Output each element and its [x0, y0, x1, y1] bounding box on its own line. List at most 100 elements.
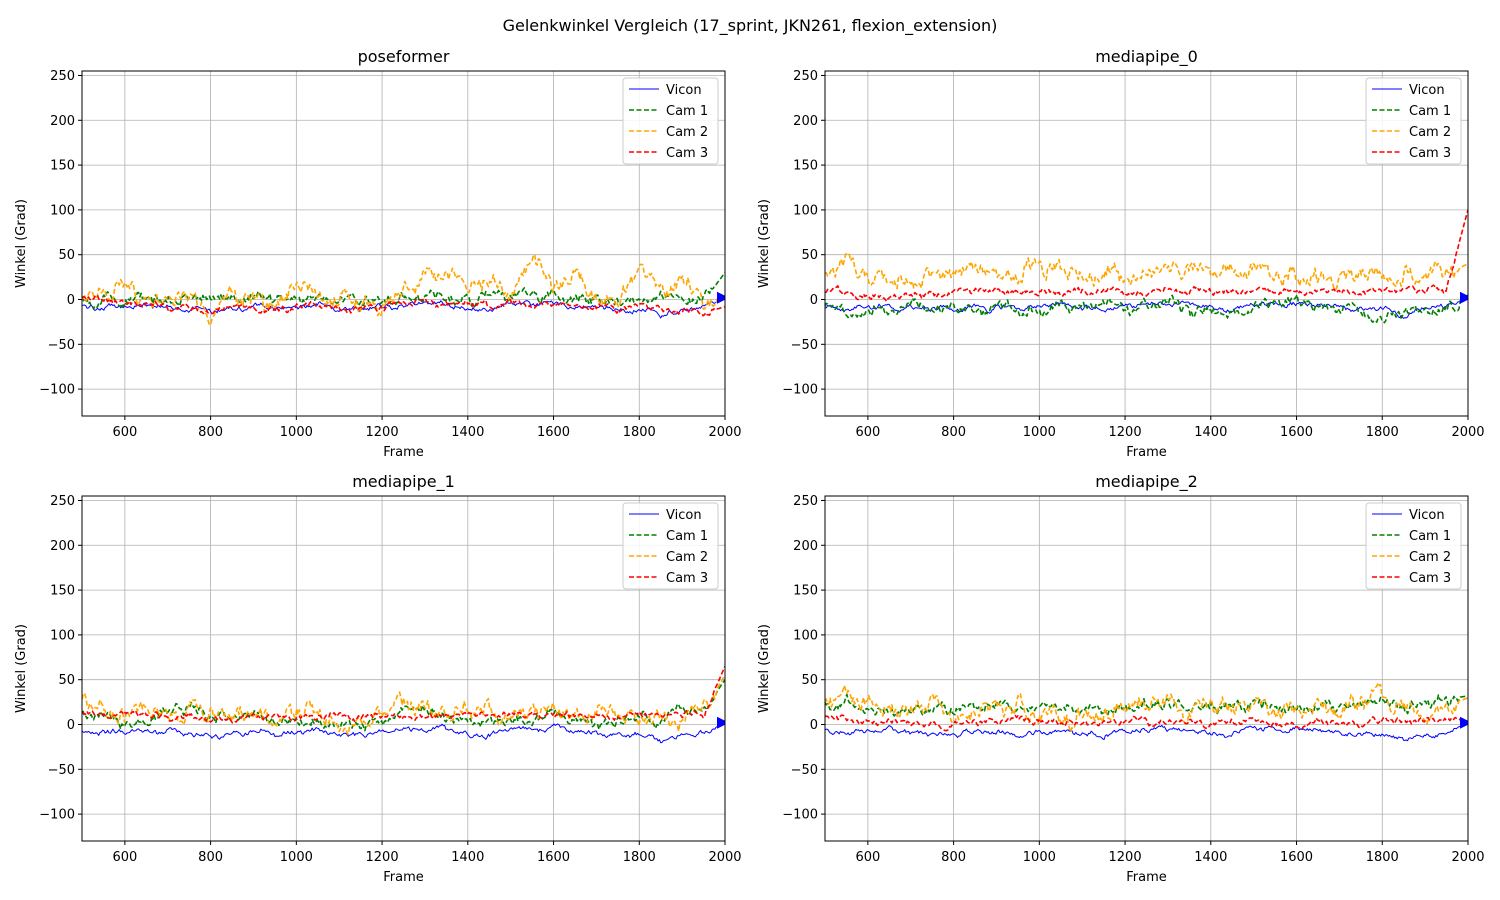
end-marker: [717, 716, 725, 729]
x-axis-label: Frame: [1126, 445, 1167, 460]
legend-entry: Vicon: [666, 83, 702, 98]
series-line-vicon: [82, 722, 725, 744]
legend-entry: Cam 2: [1409, 125, 1451, 140]
series-line-cam-2: [825, 251, 1468, 291]
y-tick-label: 0: [810, 293, 818, 308]
x-tick-label: 600: [855, 425, 880, 440]
legend-entry: Cam 2: [666, 550, 708, 565]
x-tick-label: 2000: [1451, 425, 1484, 440]
y-tick-label: 250: [50, 494, 75, 509]
legend-entry: Cam 3: [666, 571, 708, 586]
y-tick-label: 0: [67, 718, 75, 733]
subplot-poseformer: 600 800 1000 1200 1400 1600 1800 2000 −100 −50 0 50…: [14, 47, 742, 460]
subplot-mediapipe_1: 600 800 1000 1200 1400 1600 1800 2000 −100 −50 0 50…: [14, 472, 742, 885]
series-line-cam-3: [82, 665, 725, 724]
axes-frame: [824, 495, 1469, 842]
y-tick-label: −100: [39, 808, 75, 823]
legend-box: [622, 77, 719, 165]
y-tick-label: 50: [58, 248, 75, 263]
series-line-vicon: [82, 297, 725, 319]
end-marker: [1460, 716, 1468, 729]
x-tick-label: 1200: [1109, 425, 1142, 440]
subplot-title: poseformer: [358, 47, 450, 66]
x-axis-label: Frame: [1126, 870, 1167, 885]
series-line-cam-2: [825, 681, 1468, 733]
x-axis-label: Frame: [383, 870, 424, 885]
legend-entry: Cam 1: [666, 104, 708, 119]
axes-frame: [824, 70, 1469, 417]
series-line-cam-3: [825, 209, 1468, 303]
series-line-cam-3: [825, 714, 1468, 732]
subplot-title: mediapipe_1: [352, 472, 455, 492]
series-line-cam-3: [82, 294, 725, 317]
x-tick-label: 1200: [366, 425, 399, 440]
y-tick-label: −100: [39, 383, 75, 398]
end-marker: [1460, 291, 1468, 304]
x-axis-label: Frame: [383, 445, 424, 460]
end-marker: [717, 291, 725, 304]
subplot-title: mediapipe_2: [1095, 472, 1198, 492]
y-tick-label: −50: [48, 338, 75, 353]
y-axis-label: Winkel (Grad): [14, 199, 29, 288]
y-axis-label: Winkel (Grad): [757, 624, 772, 713]
legend-entry: Cam 1: [666, 529, 708, 544]
series-line-cam-1: [825, 693, 1468, 717]
y-tick-label: 250: [793, 494, 818, 509]
series-line-vicon: [825, 297, 1468, 319]
series-line-cam-1: [82, 272, 725, 310]
legend-entry: Vicon: [1409, 83, 1445, 98]
x-tick-label: 1000: [280, 425, 313, 440]
x-tick-label: 1600: [1280, 425, 1313, 440]
y-tick-label: 150: [50, 159, 75, 174]
x-tick-label: 2000: [708, 850, 741, 865]
x-tick-label: 1400: [1194, 850, 1227, 865]
x-tick-label: 2000: [708, 425, 741, 440]
x-tick-label: 800: [198, 850, 223, 865]
x-tick-label: 1800: [623, 850, 656, 865]
x-tick-label: 1000: [1023, 850, 1056, 865]
x-tick-label: 1400: [451, 850, 484, 865]
x-tick-label: 600: [112, 850, 137, 865]
legend-entry: Cam 3: [1409, 571, 1451, 586]
x-tick-label: 800: [941, 850, 966, 865]
legend-entry: Cam 1: [1409, 104, 1451, 119]
y-tick-label: 200: [50, 114, 75, 129]
legend-entry: Cam 2: [1409, 550, 1451, 565]
y-tick-label: 250: [50, 69, 75, 84]
y-tick-label: −50: [48, 763, 75, 778]
legend: Vicon Cam 1 Cam 2 Cam 3: [622, 502, 719, 590]
y-tick-label: 100: [50, 628, 75, 643]
x-tick-label: 1400: [1194, 425, 1227, 440]
x-tick-label: 600: [112, 425, 137, 440]
y-tick-label: 200: [793, 114, 818, 129]
y-tick-label: −100: [782, 383, 818, 398]
legend-box: [622, 502, 719, 590]
x-tick-label: 1200: [366, 850, 399, 865]
series-line-cam-1: [82, 679, 725, 732]
x-tick-label: 800: [198, 425, 223, 440]
x-tick-label: 1800: [1366, 850, 1399, 865]
legend-entry: Vicon: [1409, 508, 1445, 523]
y-axis-label: Winkel (Grad): [757, 199, 772, 288]
y-tick-label: 50: [801, 673, 818, 688]
x-tick-label: 1400: [451, 425, 484, 440]
x-tick-label: 600: [855, 850, 880, 865]
x-tick-label: 1200: [1109, 850, 1142, 865]
y-tick-label: 200: [793, 539, 818, 554]
x-tick-label: 1600: [1280, 850, 1313, 865]
x-tick-label: 1600: [537, 425, 570, 440]
series-line-cam-2: [82, 674, 725, 736]
x-tick-label: 1800: [623, 425, 656, 440]
y-tick-label: 100: [793, 628, 818, 643]
y-tick-label: 0: [810, 718, 818, 733]
y-tick-label: −50: [791, 763, 818, 778]
y-tick-label: 50: [58, 673, 75, 688]
legend-entry: Cam 3: [666, 146, 708, 161]
series-line-vicon: [825, 722, 1468, 742]
x-tick-label: 800: [941, 425, 966, 440]
y-tick-label: 0: [67, 293, 75, 308]
subplot-mediapipe_0: 600 800 1000 1200 1400 1600 1800 2000 −100 −50 0 50…: [757, 47, 1485, 460]
y-tick-label: 100: [50, 203, 75, 218]
subplot-title: mediapipe_0: [1095, 47, 1198, 67]
